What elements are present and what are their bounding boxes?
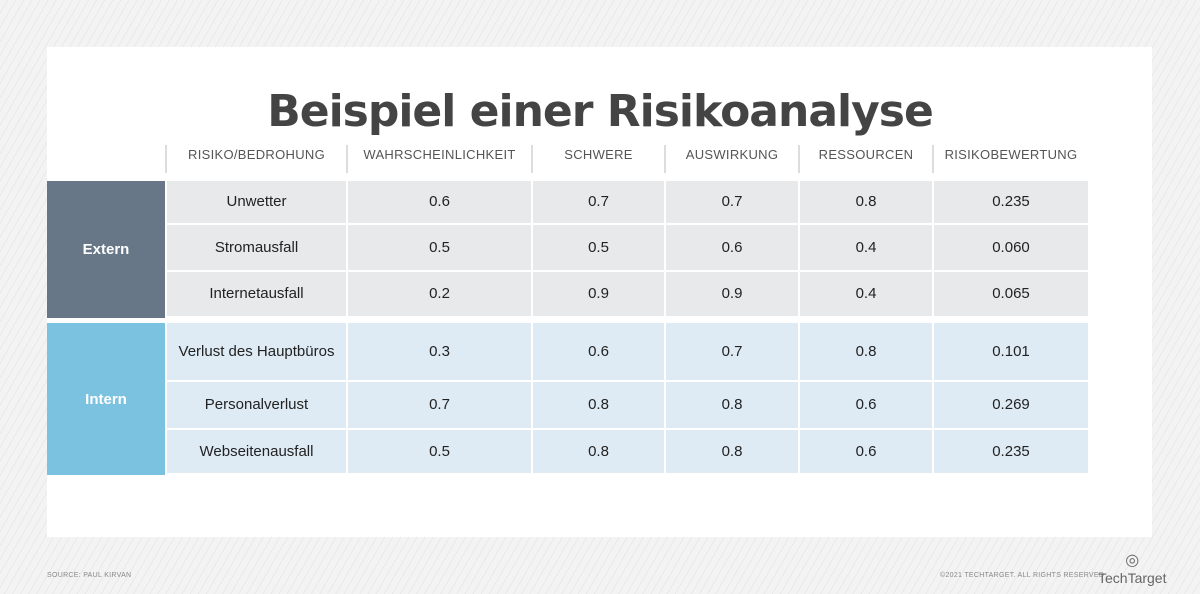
table-cell: 0.7 [664, 181, 798, 225]
copyright: ©2021 TECHTARGET. ALL RIGHTS RESERVED [940, 572, 1105, 579]
table-cell: 0.4 [798, 272, 932, 318]
table-cell: 0.2 [346, 272, 531, 318]
table-cell: Verlust des Hauptbüros [165, 323, 346, 382]
table-cell: 0.269 [932, 382, 1088, 430]
column-header: RISIKO/BEDROHUNG [165, 145, 346, 173]
table-cell: 0.6 [798, 382, 932, 430]
table-cell: 0.8 [798, 323, 932, 382]
table-cell: 0.9 [531, 272, 664, 318]
table-cell: 0.065 [932, 272, 1088, 318]
table-cell: Unwetter [165, 181, 346, 225]
column-header: RESSOURCEN [798, 145, 932, 173]
table-cell: 0.9 [664, 272, 798, 318]
table-cell: 0.8 [531, 382, 664, 430]
table-cell: Personalverlust [165, 382, 346, 430]
column-header: RISIKOBEWERTUNG [932, 145, 1088, 173]
table-cell: 0.7 [346, 382, 531, 430]
table-cell: 0.6 [346, 181, 531, 225]
page-title: Beispiel einer Risikoanalyse [267, 86, 934, 137]
column-header: SCHWERE [531, 145, 664, 173]
column-header: AUSWIRKUNG [664, 145, 798, 173]
table-cell: 0.6 [798, 430, 932, 475]
table-cell: 0.5 [346, 430, 531, 475]
table-cell: 0.4 [798, 225, 932, 272]
table-cell: 0.6 [664, 225, 798, 272]
table-cell: 0.235 [932, 181, 1088, 225]
table-cell: 0.235 [932, 430, 1088, 475]
group-label: Extern [47, 181, 165, 318]
table-cell: 0.5 [346, 225, 531, 272]
group-label: Intern [47, 323, 165, 475]
table-cell: Stromausfall [165, 225, 346, 272]
table-cell: 0.8 [664, 382, 798, 430]
table-cell: 0.060 [932, 225, 1088, 272]
table-cell: 0.8 [531, 430, 664, 475]
table-cell: Webseitenausfall [165, 430, 346, 475]
eye-icon: ◎ [1125, 552, 1140, 569]
source-note: SOURCE: PAUL KIRVAN [47, 572, 132, 579]
table-cell: 0.3 [346, 323, 531, 382]
table-cell: 0.6 [531, 323, 664, 382]
table-cell: 0.7 [531, 181, 664, 225]
techtarget-logo: ◎ TechTarget [1098, 550, 1166, 586]
table-cell: 0.8 [798, 181, 932, 225]
table-cell: 0.101 [932, 323, 1088, 382]
table-cell: 0.8 [664, 430, 798, 475]
table-cell: 0.7 [664, 323, 798, 382]
logo-text: TechTarget [1098, 570, 1167, 586]
table-cell: Internetausfall [165, 272, 346, 318]
table-cell: 0.5 [531, 225, 664, 272]
column-header: WAHRSCHEINLICHKEIT [346, 145, 531, 173]
